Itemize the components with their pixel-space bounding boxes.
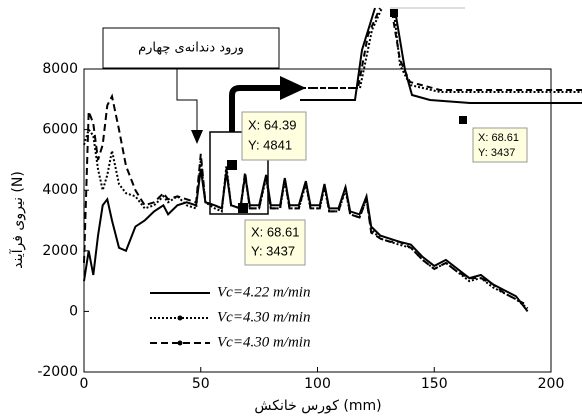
annotation-box — [102, 27, 280, 69]
series-line — [83, 93, 529, 307]
datatip-y: Y: 4841 — [248, 137, 292, 152]
y-tick-label: -2000 — [37, 364, 78, 380]
datatip-x: X: 64.39 — [248, 117, 296, 132]
annotation-arrow — [176, 68, 198, 138]
datatip-y: Y: 3437 — [478, 147, 515, 159]
y-axis-label: نیروی فرآیند (N) — [9, 171, 26, 269]
datatip: X: 68.61 Y: 3437 — [244, 219, 306, 266]
x-tick-label: 150 — [421, 376, 448, 392]
y-tick-label: 2000 — [42, 243, 78, 259]
datatip-marker — [390, 9, 398, 17]
datatip-x: X: 68.61 — [251, 224, 299, 239]
annotation: ورود دندانه‌ی چهارم — [138, 41, 244, 56]
datatip: X: 68.61 Y: 3437 — [472, 127, 528, 163]
inset-dashed — [300, 7, 582, 91]
inset-solid — [300, 7, 376, 101]
datatip-box — [472, 127, 528, 163]
x-axis-label: کورس خانکش (mm) — [254, 398, 381, 414]
plot-frame — [83, 68, 552, 373]
datatip-marker — [238, 203, 248, 213]
plot — [83, 93, 529, 313]
y-tick-label: 0 — [69, 303, 78, 319]
y-tick-label: 4000 — [42, 182, 78, 198]
legend-marker — [177, 340, 183, 346]
datatip-box — [241, 111, 307, 161]
inset-dotted — [300, 7, 582, 93]
inset — [300, 7, 582, 124]
x-tick-label: 0 — [80, 376, 89, 392]
datatip-marker — [459, 116, 467, 124]
datatip-box — [244, 219, 306, 266]
legend-label: Vc=4.30 m/min — [217, 309, 310, 325]
x-tick-label: 100 — [304, 376, 331, 392]
zoom-box — [209, 131, 269, 215]
y-tick-label: 8000 — [42, 61, 78, 77]
arrow-head — [280, 76, 306, 100]
y-tick-label: 6000 — [42, 122, 78, 138]
datatip-x: X: 68.61 — [478, 132, 519, 144]
arrow-head — [191, 130, 203, 144]
legend-label: Vc=4.22 m/min — [217, 284, 310, 300]
legend-marker — [177, 315, 183, 321]
datatip: X: 64.39 Y: 4841 — [241, 111, 307, 161]
zoom-arrow — [229, 85, 282, 132]
x-tick-label: 50 — [192, 376, 210, 392]
datatip-marker — [227, 160, 237, 170]
x-tick-label: 200 — [538, 376, 565, 392]
series-line — [83, 168, 529, 313]
legend-label: Vc=4.30 m/min — [217, 334, 310, 350]
inset-solid — [394, 9, 582, 104]
datatip-y: Y: 3437 — [251, 243, 295, 258]
